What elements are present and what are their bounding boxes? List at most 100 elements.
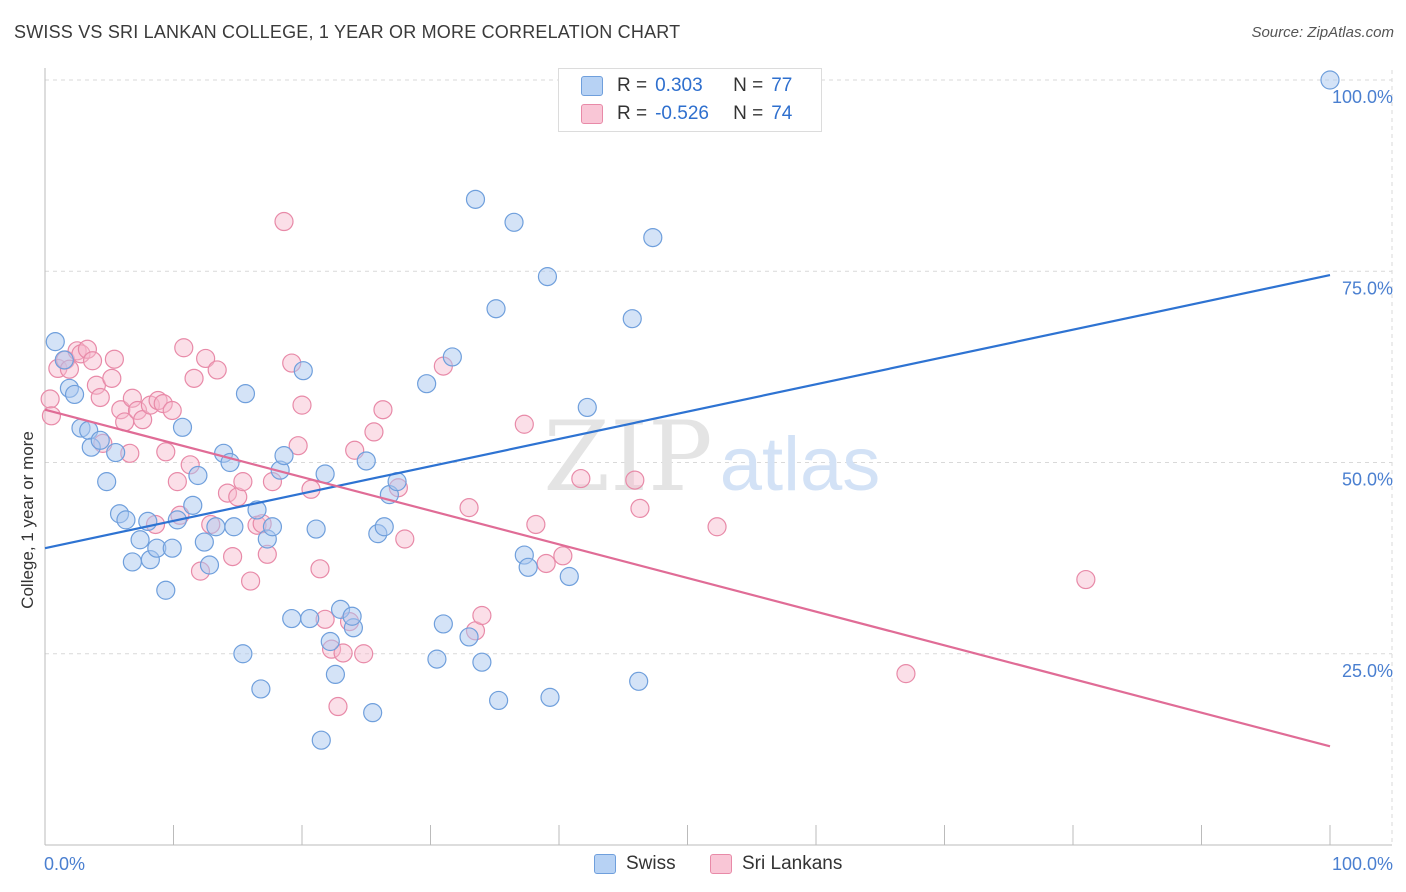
srilankan-point (514, 414, 534, 434)
srilankan-swatch (710, 854, 732, 874)
srilankan-point (122, 388, 142, 408)
swiss-trend-line (44, 273, 1331, 550)
swiss-point (486, 299, 506, 319)
watermark: ZIP atlas (543, 401, 880, 513)
srilankan-point (156, 442, 176, 462)
swiss-point (90, 430, 110, 450)
swiss-point (233, 644, 253, 664)
swiss-point (472, 652, 492, 672)
swiss-point (194, 532, 214, 552)
srilankan-point (896, 664, 916, 684)
swiss-point (300, 608, 320, 629)
y-tick-label: 100.0% (1332, 87, 1393, 107)
swiss-point (643, 227, 663, 248)
srilankan-point (707, 517, 727, 537)
srilankan-point (241, 571, 261, 591)
srilankan-point (288, 436, 308, 456)
legend-n-label: N = (733, 75, 764, 96)
srilankan-point (102, 368, 122, 388)
y-tick-label: 75.0% (1342, 278, 1393, 298)
swiss-swatch (581, 76, 603, 96)
srilankan-point (630, 498, 650, 518)
srilankan-point (167, 472, 187, 492)
srilankan-point (364, 422, 384, 442)
srilankan-point (233, 472, 253, 492)
srilankan-point (625, 470, 645, 490)
y-tick-label: 25.0% (1342, 661, 1393, 681)
swiss-point (224, 517, 244, 537)
srilankan-point (77, 339, 98, 359)
srilankan-point (174, 338, 194, 358)
srilankan-point (292, 395, 312, 415)
swiss-point (130, 530, 150, 550)
swiss-point (97, 472, 117, 492)
swiss-point (188, 465, 208, 486)
srilankan-point (459, 498, 479, 518)
srilankan-point (223, 546, 243, 567)
srilankan-point (536, 553, 556, 574)
swiss-point (156, 580, 176, 600)
legend-r-value: -0.526 (655, 103, 709, 124)
swiss-point (199, 555, 220, 575)
swiss-point (235, 384, 256, 404)
y-tick-label: 50.0% (1342, 470, 1393, 490)
srilankan-point (207, 360, 227, 380)
swiss-point (540, 687, 560, 707)
swiss-point (206, 517, 226, 537)
swiss-point (559, 566, 579, 587)
legend-row-swiss: R = 0.303 N = 77 (581, 73, 792, 99)
swiss-point (262, 517, 283, 537)
srilankan-point (354, 644, 374, 664)
trend-lines (44, 273, 1331, 748)
legend-n-label: N = (733, 103, 764, 124)
legend-r-label: R = (617, 103, 648, 124)
srilankan-point (333, 643, 353, 663)
srilankan-point (526, 514, 546, 535)
swiss-point (306, 519, 326, 539)
srilankan-point (111, 400, 131, 420)
legend-r-label: R = (617, 75, 648, 96)
srilankan-point (571, 468, 591, 489)
swiss-point (518, 557, 538, 577)
swiss-point (315, 464, 335, 484)
srilankan-point (228, 487, 248, 507)
swiss-point (465, 189, 486, 209)
correlation-legend: R = 0.303 N = 77 R = -0.526 N = 74 (558, 68, 822, 132)
bottom-legend-swiss: Swiss (594, 852, 676, 876)
swiss-point (251, 679, 271, 699)
watermark-atlas: atlas (720, 422, 881, 507)
srilankan-point (310, 559, 330, 579)
swiss-point (122, 552, 142, 572)
bottom-legend-swiss-label: Swiss (626, 853, 676, 874)
swiss-point (577, 397, 597, 418)
srilankan-point (373, 400, 393, 420)
legend-n-value: 77 (771, 75, 793, 96)
legend-r-value: 0.303 (655, 75, 703, 96)
swiss-point (629, 671, 649, 691)
swiss-point (64, 384, 85, 405)
srilankan-point (184, 368, 204, 388)
swiss-point (106, 442, 126, 463)
swiss-point (162, 538, 182, 558)
srilankan-point (328, 696, 348, 717)
swiss-point (504, 212, 524, 232)
swiss-point (247, 500, 267, 520)
swiss-point (363, 703, 383, 723)
chart-source: Source: ZipAtlas.com (1251, 24, 1394, 41)
swiss-point (320, 631, 340, 652)
swiss-point (489, 690, 509, 711)
srilankan-point (472, 605, 492, 626)
srilankan-point (90, 387, 110, 408)
srilankan-point (1076, 569, 1096, 590)
swiss-point (427, 649, 447, 669)
swiss-point (282, 608, 302, 629)
x-tick-label-left: 0.0% (44, 854, 85, 874)
legend-n-value: 74 (771, 103, 793, 124)
watermark-zip: ZIP (543, 401, 712, 513)
srilankan-point (196, 348, 216, 369)
swiss-point (172, 417, 193, 437)
axes (44, 68, 1392, 846)
swiss-point (274, 446, 294, 466)
srilankan-point (127, 400, 148, 421)
tick-labels: 25.0% 50.0% 75.0% 100.0% 0.0% 100.0% (44, 87, 1393, 874)
